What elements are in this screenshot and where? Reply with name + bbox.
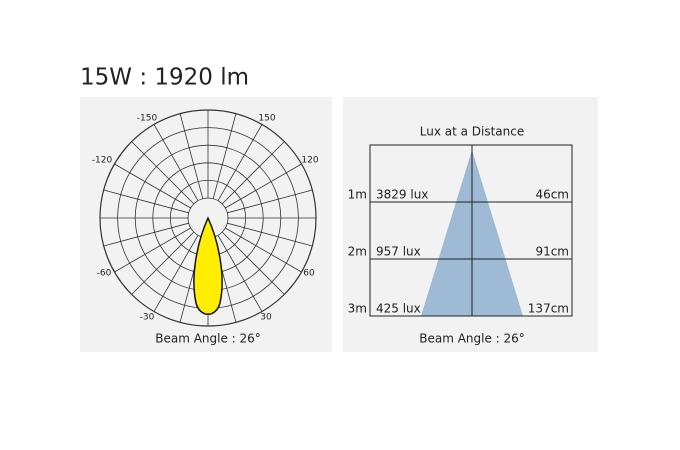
radial-line [221, 231, 285, 295]
polar-ring [99, 109, 317, 327]
radial-line [153, 124, 199, 201]
row-diameter: 91cm [535, 245, 569, 259]
lux-rows: 1m 3829 lux 46cm 2m 957 lux 91cm 3m 425 lux 137c… [348, 188, 569, 316]
angle-label: 120 [301, 156, 318, 166]
radial-line [131, 141, 195, 205]
radial-line [114, 227, 191, 273]
polar-caption: Beam Angle : 26° [155, 332, 261, 346]
beam-lobe [193, 216, 223, 315]
radial-line [221, 141, 285, 205]
lux-title: Lux at a Distance [420, 125, 525, 139]
row-distance: 2m [348, 245, 367, 259]
radial-line [179, 113, 204, 199]
row-diameter: 137cm [528, 302, 569, 316]
angle-label: -60 [97, 269, 112, 279]
row-lux: 3829 lux [376, 188, 428, 202]
lux-grid [369, 144, 573, 317]
radial-line [114, 163, 191, 209]
radial-line [225, 163, 302, 209]
radial-line [103, 222, 189, 247]
radial-line [225, 227, 302, 273]
lux-caption: Beam Angle : 26° [419, 332, 525, 346]
angle-label: -120 [92, 156, 113, 166]
page-title: 15W : 1920 lm [80, 65, 249, 91]
angle-label: -150 [137, 114, 158, 124]
grid-frame [369, 144, 573, 317]
radial-line [153, 235, 199, 312]
radial-line [212, 113, 237, 199]
angle-label: 30 [260, 313, 272, 323]
radial-line [103, 189, 189, 214]
angle-label: -30 [140, 313, 155, 323]
row-diameter: 46cm [535, 188, 569, 202]
radial-line [217, 235, 263, 312]
angle-label: 150 [258, 114, 275, 124]
row-distance: 3m [348, 302, 367, 316]
radial-line [227, 189, 313, 214]
row-lux: 425 lux [376, 302, 421, 316]
row-lux: 957 lux [376, 245, 421, 259]
radial-line [217, 124, 263, 201]
row-distance: 1m [348, 188, 367, 202]
radial-line [131, 231, 195, 295]
angle-label: 60 [303, 269, 315, 279]
radial-line [227, 222, 313, 247]
